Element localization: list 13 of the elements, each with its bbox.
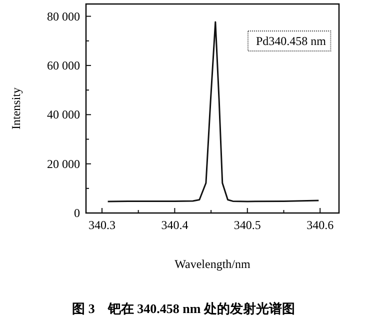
- y-tick-label: 20 000: [47, 156, 80, 171]
- y-tick-label: 0: [74, 206, 80, 220]
- y-axis-title: Intensity: [9, 88, 23, 130]
- x-tick-label: 340.4: [161, 218, 188, 232]
- x-tick-label: 340.6: [306, 218, 334, 232]
- annotation: Pd340.458 nm: [256, 34, 327, 48]
- y-tick-label: 40 000: [47, 108, 80, 122]
- y-tick-label: 80 000: [47, 9, 80, 24]
- x-tick-label: 340.3: [88, 218, 116, 232]
- caption: 图 3 钯在 340.458 nm 处的发射光谱图: [72, 301, 295, 316]
- x-axis-title: Wavelength/nm: [174, 257, 251, 271]
- y-tick-label: 60 000: [47, 58, 80, 72]
- x-tick-label: 340.5: [234, 218, 261, 232]
